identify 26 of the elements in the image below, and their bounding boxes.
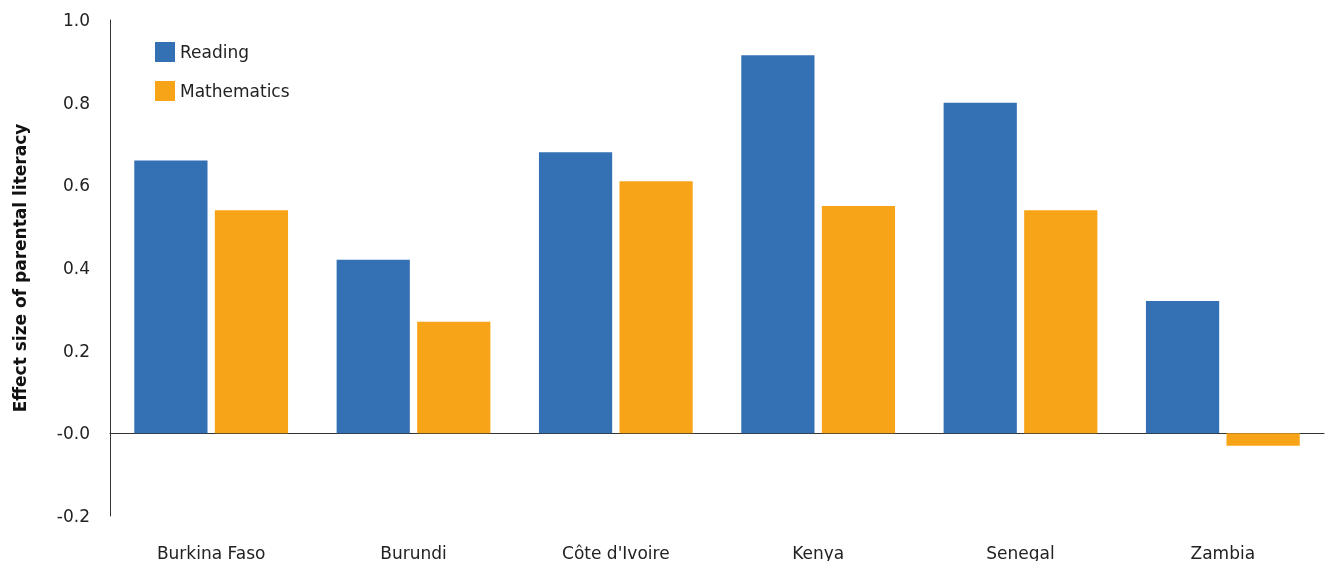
y-tick-label: 0.6	[62, 175, 90, 196]
legend-label: Mathematics	[180, 81, 290, 101]
bar	[1145, 301, 1220, 434]
bar	[538, 152, 613, 434]
y-tick-label: -0.0	[56, 423, 90, 444]
bar	[336, 259, 410, 434]
bar	[619, 181, 693, 434]
y-axis-title: Effect size of parental literacy	[9, 123, 30, 413]
x-tick-label: Zambia	[1190, 542, 1256, 561]
bar	[214, 210, 289, 434]
bar	[943, 102, 1017, 434]
bar	[821, 206, 896, 434]
y-tick-label: 0.4	[62, 258, 90, 278]
bar	[741, 55, 815, 434]
x-tick-label: Burundi	[380, 542, 447, 561]
y-tick-label: 1.0	[62, 10, 90, 30]
y-tick-label: -0.2	[56, 506, 90, 526]
bar	[1226, 433, 1300, 446]
legend-label: Reading	[180, 42, 250, 62]
x-tick-label: Burkina Faso	[156, 542, 266, 561]
x-tick-label: Côte d'Ivoire	[562, 542, 670, 561]
bar	[417, 321, 491, 434]
y-tick-label: 0.2	[62, 340, 90, 361]
bar	[1024, 210, 1098, 434]
y-tick-label: 0.8	[62, 92, 90, 113]
bar	[134, 160, 208, 434]
